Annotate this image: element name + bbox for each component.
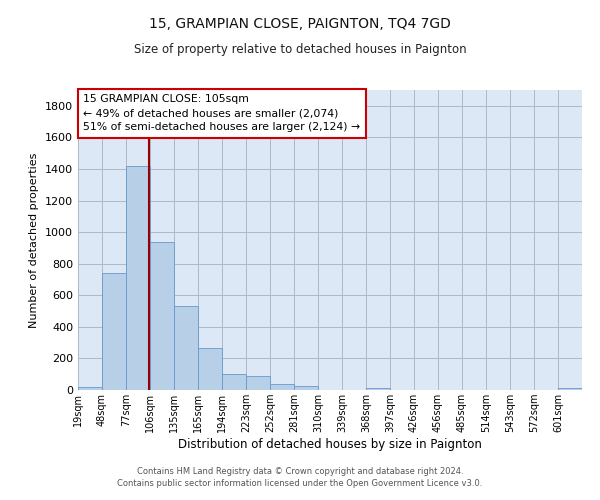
Bar bbox=[150, 242, 174, 390]
Bar bbox=[246, 376, 270, 390]
Text: Size of property relative to detached houses in Paignton: Size of property relative to detached ho… bbox=[134, 42, 466, 56]
Text: 15 GRAMPIAN CLOSE: 105sqm
← 49% of detached houses are smaller (2,074)
51% of se: 15 GRAMPIAN CLOSE: 105sqm ← 49% of detac… bbox=[83, 94, 360, 132]
Bar bbox=[198, 348, 222, 390]
Bar bbox=[294, 386, 318, 390]
Bar bbox=[222, 374, 246, 390]
Bar bbox=[102, 273, 126, 390]
Bar bbox=[558, 388, 582, 390]
Bar bbox=[78, 386, 102, 390]
Bar bbox=[366, 388, 390, 390]
Text: Contains HM Land Registry data © Crown copyright and database right 2024.
Contai: Contains HM Land Registry data © Crown c… bbox=[118, 466, 482, 487]
Bar bbox=[126, 166, 150, 390]
Y-axis label: Number of detached properties: Number of detached properties bbox=[29, 152, 40, 328]
Bar bbox=[174, 306, 198, 390]
X-axis label: Distribution of detached houses by size in Paignton: Distribution of detached houses by size … bbox=[178, 438, 482, 451]
Text: 15, GRAMPIAN CLOSE, PAIGNTON, TQ4 7GD: 15, GRAMPIAN CLOSE, PAIGNTON, TQ4 7GD bbox=[149, 18, 451, 32]
Bar bbox=[270, 384, 294, 390]
